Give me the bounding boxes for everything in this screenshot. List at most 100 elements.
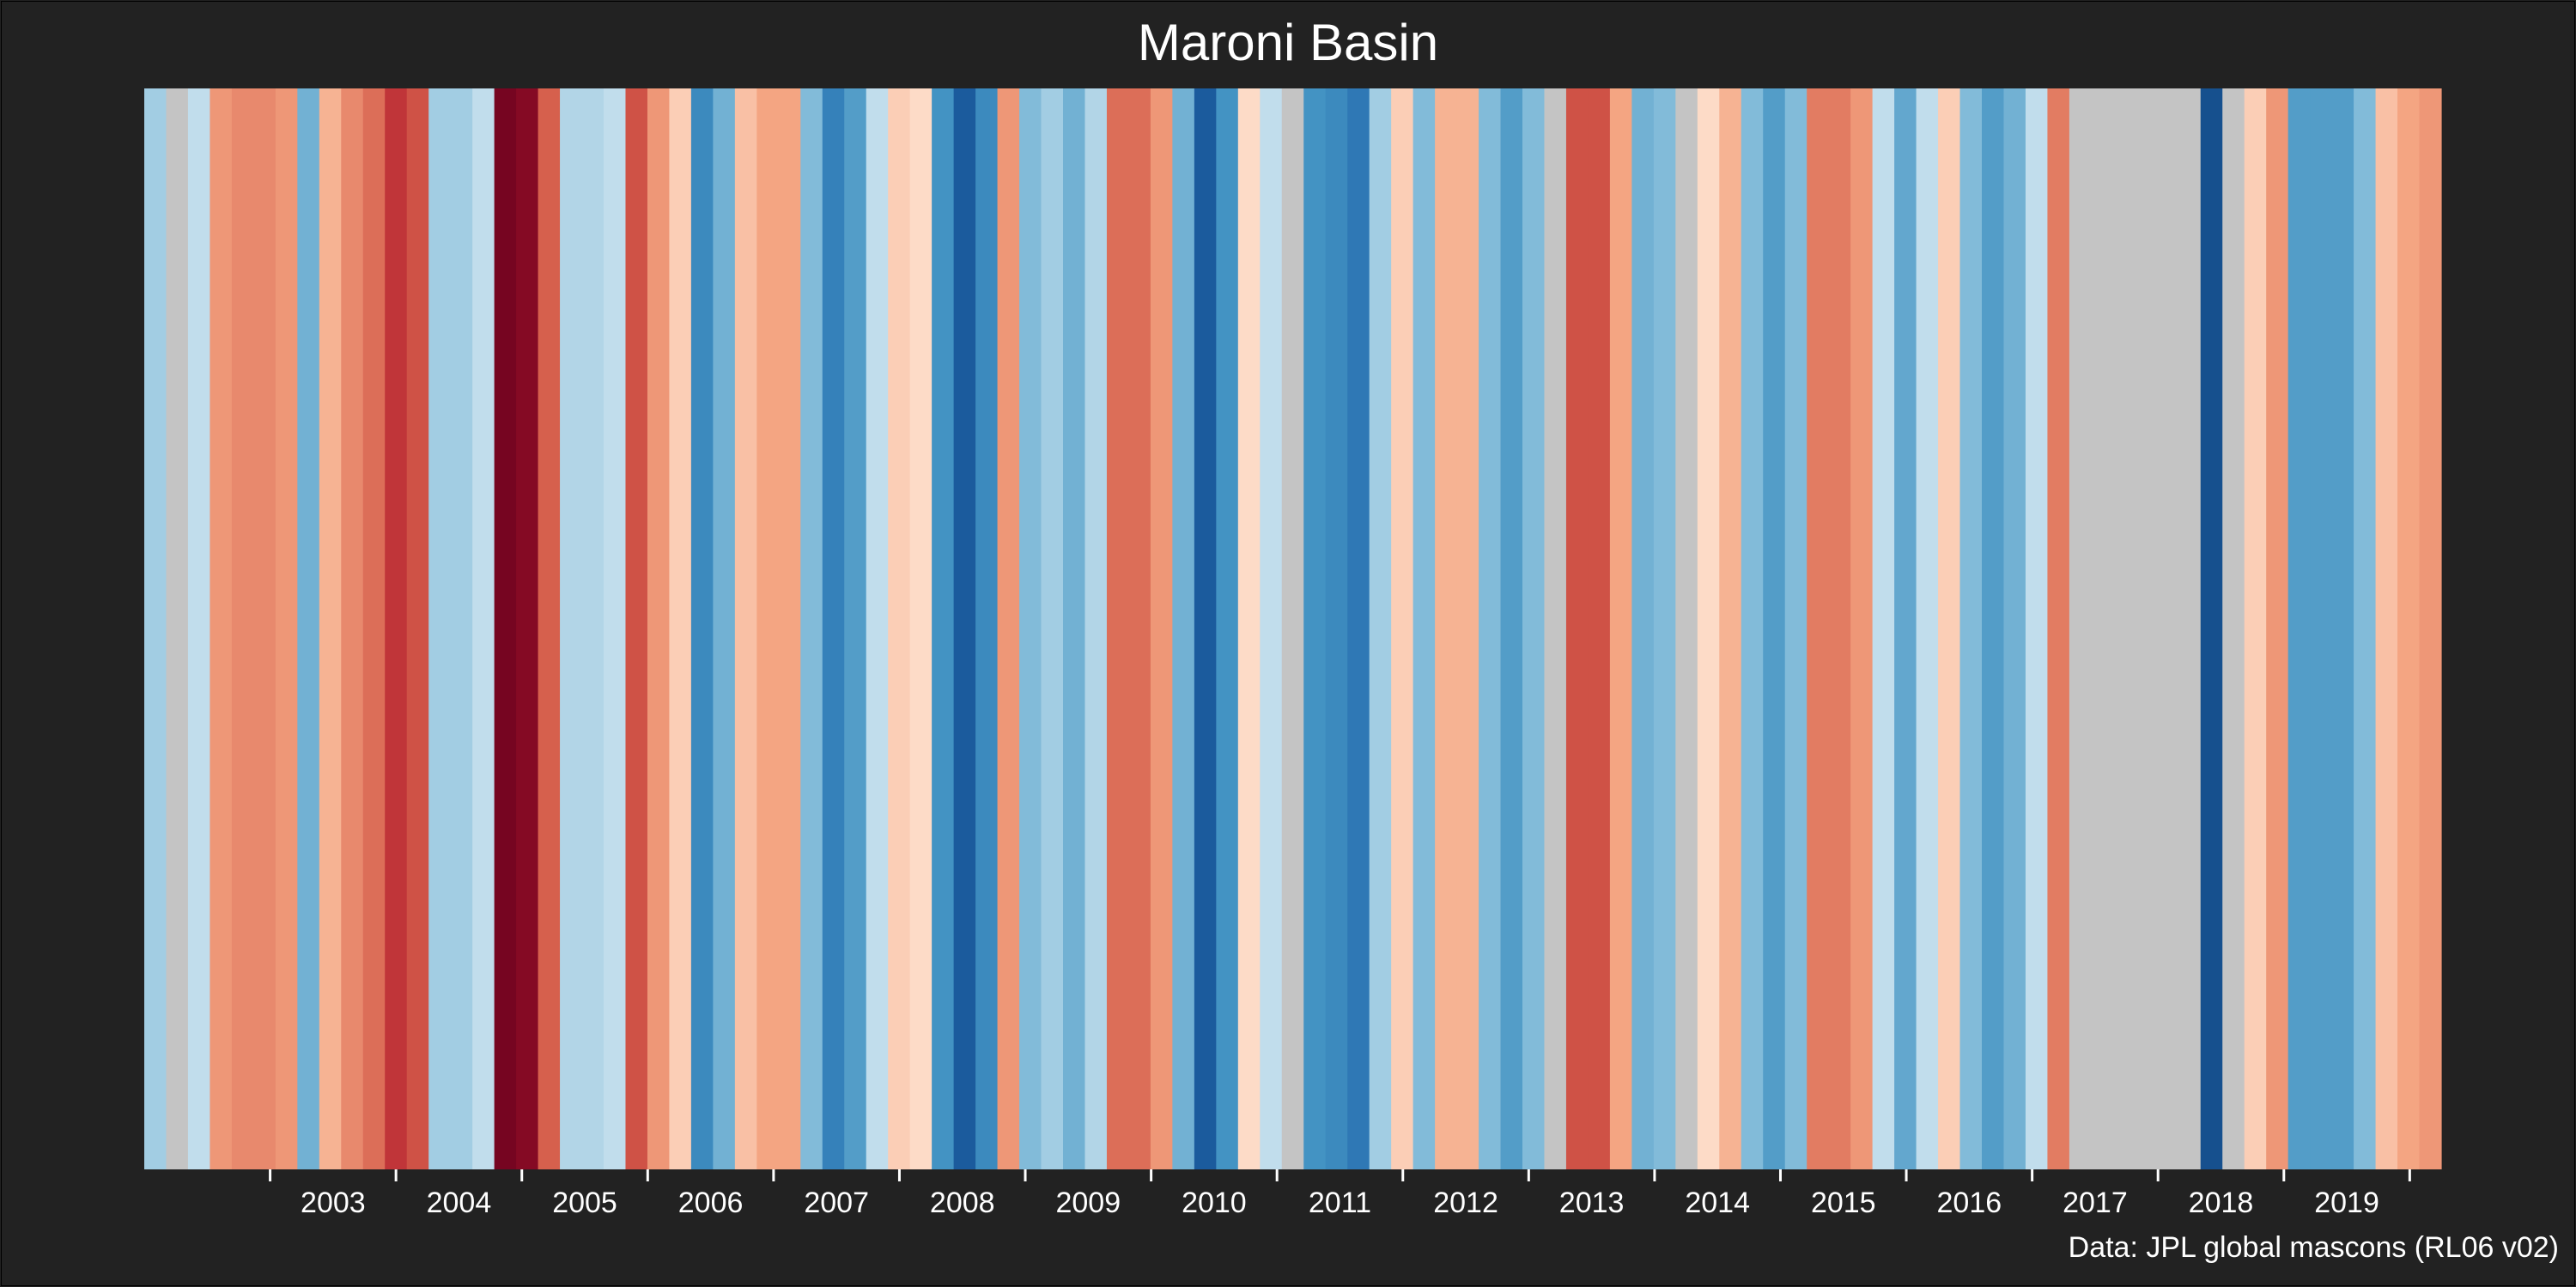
- stripe: [2287, 88, 2311, 1169]
- stripe: [385, 88, 408, 1169]
- x-tick-label: 2012: [1433, 1187, 1498, 1219]
- stripe: [997, 88, 1020, 1169]
- stripe: [800, 88, 823, 1169]
- data-source-caption: Data: JPL global mascons (RL06 v02): [2068, 1231, 2559, 1264]
- stripe: [297, 88, 320, 1169]
- stripe: [428, 88, 452, 1169]
- chart-title: Maroni Basin: [1137, 14, 1439, 71]
- stripe: [1653, 88, 1676, 1169]
- stripe: [975, 88, 999, 1169]
- stripe: [1609, 88, 1632, 1169]
- stripe: [1106, 88, 1130, 1169]
- x-tick-label: 2014: [1685, 1187, 1750, 1219]
- stripe: [844, 88, 867, 1169]
- stripe: [1850, 88, 1874, 1169]
- stripe: [625, 88, 648, 1169]
- x-tick-label: 2011: [1309, 1187, 1371, 1219]
- stripe: [1719, 88, 1742, 1169]
- stripes-group: [144, 88, 2442, 1169]
- stripe: [888, 88, 911, 1169]
- stripe-missing: [2091, 88, 2114, 1169]
- stripe: [1413, 88, 1436, 1169]
- stripe: [2375, 88, 2398, 1169]
- stripe: [1019, 88, 1042, 1169]
- stripe: [2331, 88, 2354, 1169]
- stripe: [406, 88, 429, 1169]
- stripe-missing: [2069, 88, 2092, 1169]
- stripe: [1237, 88, 1261, 1169]
- x-tick-label: 2010: [1182, 1187, 1247, 1219]
- stripe: [1807, 88, 1830, 1169]
- stripe: [1435, 88, 1458, 1169]
- stripe: [1128, 88, 1151, 1169]
- stripe: [450, 88, 473, 1169]
- stripe: [1522, 88, 1546, 1169]
- stripe: [538, 88, 561, 1169]
- stripe: [647, 88, 671, 1169]
- stripe: [1588, 88, 1611, 1169]
- stripe: [472, 88, 495, 1169]
- stripe: [2266, 88, 2289, 1169]
- stripe: [2354, 88, 2377, 1169]
- stripe: [1872, 88, 1895, 1169]
- x-tick-label: 2003: [301, 1187, 366, 1219]
- stripe: [1216, 88, 1239, 1169]
- stripe: [1959, 88, 1983, 1169]
- stripe: [1741, 88, 1764, 1169]
- stripe: [1916, 88, 1939, 1169]
- stripe: [560, 88, 583, 1169]
- stripe: [253, 88, 276, 1169]
- stripe: [2047, 88, 2070, 1169]
- stripe-missing: [2178, 88, 2202, 1169]
- stripe: [581, 88, 605, 1169]
- stripe: [713, 88, 736, 1169]
- x-tick-label: 2005: [552, 1187, 617, 1219]
- x-tick-label: 2013: [1559, 1187, 1625, 1219]
- stripe: [932, 88, 955, 1169]
- x-tick-label: 2007: [804, 1187, 869, 1219]
- stripe: [1260, 88, 1283, 1169]
- stripe: [866, 88, 889, 1169]
- stripe: [516, 88, 539, 1169]
- stripe: [1084, 88, 1108, 1169]
- stripe: [1828, 88, 1851, 1169]
- stripe: [1456, 88, 1479, 1169]
- stripe: [1041, 88, 1064, 1169]
- stripe: [144, 88, 167, 1169]
- stripe: [734, 88, 757, 1169]
- stripe: [362, 88, 386, 1169]
- stripe: [2025, 88, 2049, 1169]
- stripe: [2419, 88, 2442, 1169]
- stripe: [604, 88, 627, 1169]
- stripe: [1325, 88, 1348, 1169]
- stripe: [2003, 88, 2026, 1169]
- stripe: [1391, 88, 1414, 1169]
- stripe-missing: [2135, 88, 2158, 1169]
- stripe: [690, 88, 714, 1169]
- stripe: [1303, 88, 1327, 1169]
- stripe: [822, 88, 845, 1169]
- stripe: [2200, 88, 2223, 1169]
- stripe-missing: [1675, 88, 1698, 1169]
- stripe: [341, 88, 364, 1169]
- stripe: [1479, 88, 1502, 1169]
- x-axis: 2003 2004 2005 2006 2007 2008 2009 2010 2011 2012…: [269, 1169, 2411, 1219]
- stripe: [909, 88, 933, 1169]
- stripe: [1347, 88, 1370, 1169]
- stripe: [2397, 88, 2421, 1169]
- stripe: [1763, 88, 1786, 1169]
- x-tick-label: 2019: [2314, 1187, 2379, 1219]
- x-tick-label: 2009: [1055, 1187, 1121, 1219]
- stripe: [231, 88, 254, 1169]
- stripe: [1369, 88, 1392, 1169]
- stripe-missing: [166, 88, 189, 1169]
- stripe-missing: [2112, 88, 2136, 1169]
- stripe: [1938, 88, 1961, 1169]
- x-tick-label: 2015: [1811, 1187, 1876, 1219]
- stripe-missing: [1281, 88, 1304, 1169]
- stripe: [1784, 88, 1807, 1169]
- stripe-missing: [2156, 88, 2179, 1169]
- stripe: [2244, 88, 2267, 1169]
- x-tick-label: 2004: [427, 1187, 492, 1219]
